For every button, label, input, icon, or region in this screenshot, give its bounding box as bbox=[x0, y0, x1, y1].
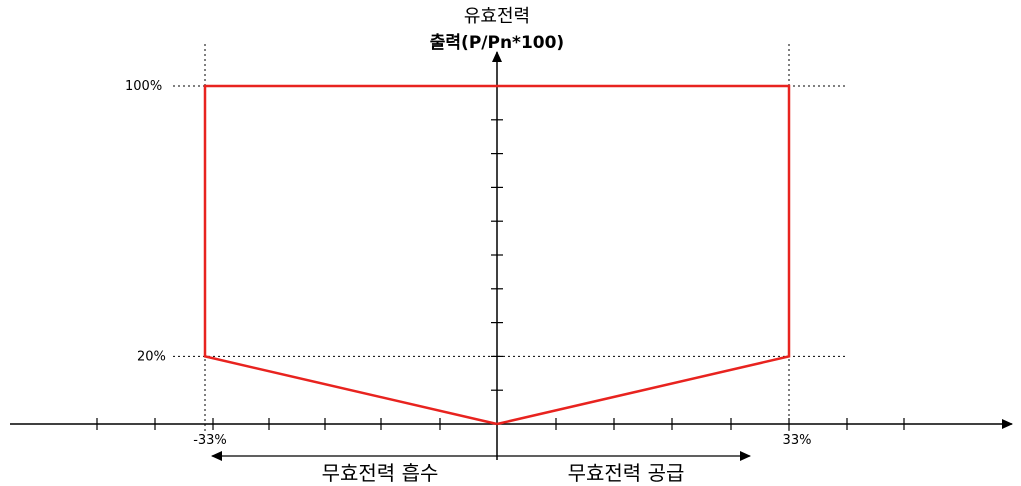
y-axis-title-line1: 유효전력 bbox=[464, 6, 530, 27]
reference-lines bbox=[173, 44, 848, 432]
x-tick-label-neg33: -33% bbox=[193, 433, 227, 448]
y-tick-marks bbox=[491, 85, 503, 391]
y-axis-title-line2: 출력(P/Pn*100) bbox=[430, 33, 564, 53]
reactive-supply-label: 무효전력 공급 bbox=[568, 461, 685, 485]
reactive-absorb-label: 무효전력 흡수 bbox=[322, 461, 439, 485]
x-tick-label-33: 33% bbox=[783, 433, 812, 448]
series-line-capability bbox=[203, 84, 791, 426]
y-tick-label-20: 20% bbox=[137, 349, 166, 364]
y-tick-label-100: 100% bbox=[125, 79, 162, 94]
